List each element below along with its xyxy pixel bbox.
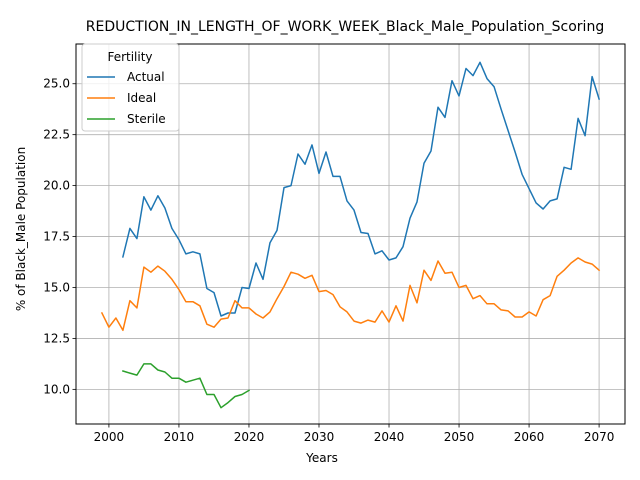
x-tick-label: 2060 [514, 430, 545, 444]
y-tick-label: 12.5 [43, 331, 70, 345]
y-tick-label: 10.0 [43, 382, 70, 396]
x-tick-label: 2020 [234, 430, 265, 444]
x-tick-label: 2050 [444, 430, 475, 444]
axis-ticks: 2000 2010 2020 2030 2040 2050 2060 2070 10.0 12.5… [43, 77, 614, 444]
series-line-actual [121, 61, 601, 317]
y-axis-title: % of Black_Male Population [14, 147, 28, 311]
legend-label-ideal: Ideal [127, 91, 156, 105]
plot-area-frame [75, 43, 626, 425]
data-series [100, 61, 601, 409]
legend-title: Fertility [107, 50, 152, 64]
grid-lines [76, 44, 625, 424]
legend-label-sterile: Sterile [127, 112, 166, 126]
x-tick-label: 2040 [374, 430, 405, 444]
y-tick-label: 25.0 [43, 77, 70, 91]
legend-box [81, 43, 180, 132]
x-tick-label: 2070 [584, 430, 615, 444]
y-tick-label: 20.0 [43, 179, 70, 193]
chart-title: REDUCTION_IN_LENGTH_OF_WORK_WEEK_Black_M… [86, 19, 604, 35]
legend-label-actual: Actual [127, 70, 165, 84]
series-line-sterile [121, 363, 251, 409]
x-tick-label: 2010 [164, 430, 195, 444]
legend-entries: Actual Ideal Sterile [87, 70, 166, 126]
x-tick-label: 2000 [94, 430, 125, 444]
y-tick-label: 15.0 [43, 280, 70, 294]
y-tick-label: 17.5 [43, 230, 70, 244]
legend: Fertility Actual Ideal Sterile [81, 43, 180, 132]
x-axis-title: Years [305, 451, 338, 465]
x-tick-label: 2030 [304, 430, 335, 444]
series-line-ideal [100, 257, 601, 332]
y-tick-label: 22.5 [43, 128, 70, 142]
